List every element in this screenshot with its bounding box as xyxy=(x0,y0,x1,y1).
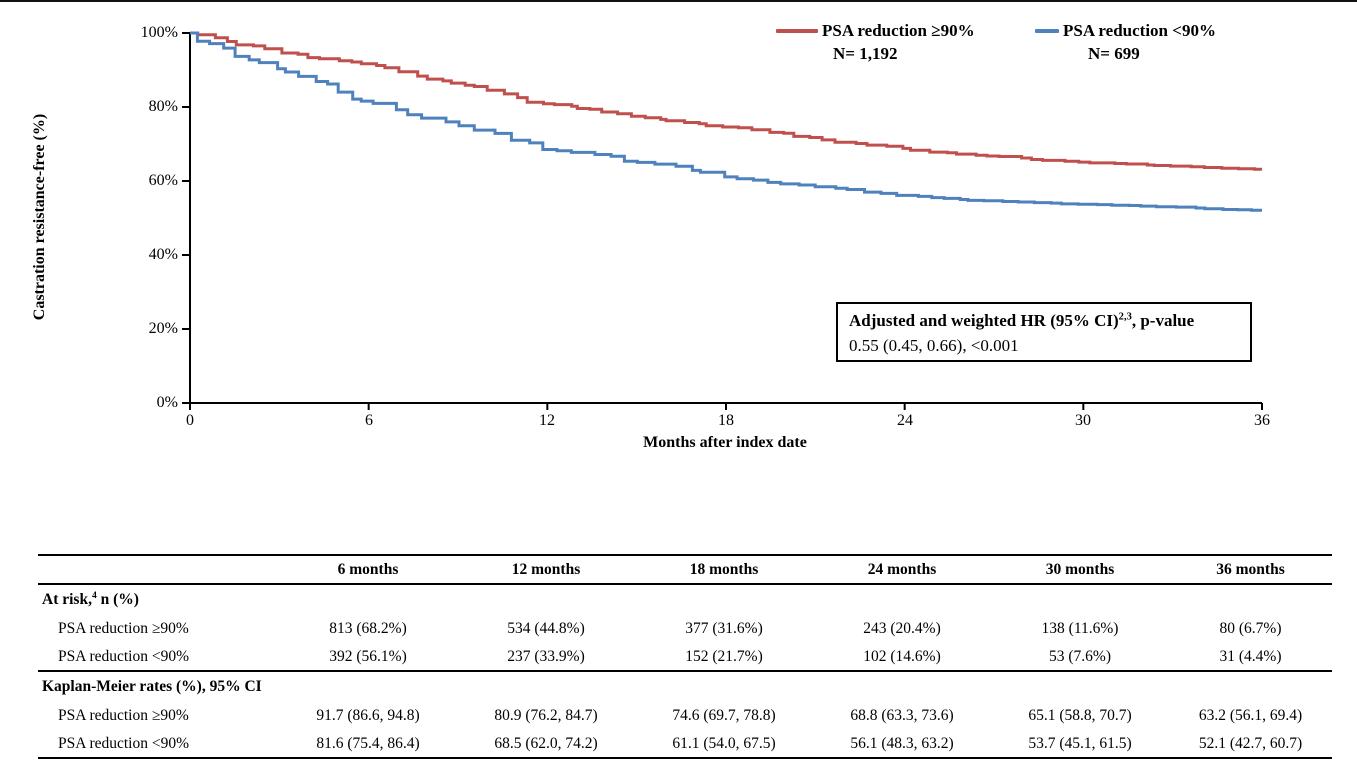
cell: 53 (7.6%) xyxy=(1049,647,1111,665)
cell: 53.7 (45.1, 61.5) xyxy=(1028,734,1132,752)
cell: 80 (6.7%) xyxy=(1219,619,1282,637)
x-tick-12: 12 xyxy=(539,412,555,429)
cell: 68.5 (62.0, 74.2) xyxy=(494,734,598,752)
cell: 534 (44.8%) xyxy=(507,619,585,637)
summary-table: 6 months 12 months 18 months 24 months 3… xyxy=(38,554,1332,759)
y-tick-20: 20% xyxy=(148,320,178,337)
table-row-km-ge90: PSA reduction ≥90% 91.7 (86.6, 94.8) 80.… xyxy=(38,701,1332,730)
cell: 52.1 (42.7, 60.7) xyxy=(1198,734,1303,752)
cell: 377 (31.6%) xyxy=(685,619,763,637)
legend-n-psa-ge90: N= 1,192 xyxy=(833,44,898,63)
y-tick-40: 40% xyxy=(148,246,178,263)
y-tick-100: 100% xyxy=(140,24,178,41)
legend-line-swatch-red xyxy=(776,29,818,33)
cell: 237 (33.9%) xyxy=(507,647,585,665)
km-curve-1 xyxy=(190,31,1262,212)
cell: 243 (20.4%) xyxy=(863,619,941,637)
section-header-at-risk: At risk,4 n (%) xyxy=(42,589,139,608)
col-header: 30 months xyxy=(1045,560,1115,578)
col-header: 18 months xyxy=(689,560,759,578)
section-header-km-rates: Kaplan-Meier rates (%), 95% CI xyxy=(42,677,262,695)
hr-annotation-box: Adjusted and weighted HR (95% CI)2,3, p-… xyxy=(836,302,1252,362)
x-tick-0: 0 xyxy=(186,412,194,429)
row-label: PSA reduction ≥90% xyxy=(58,619,189,637)
cell: 80.9 (76.2, 84.7) xyxy=(494,706,598,724)
cell: 63.2 (56.1, 69.4) xyxy=(1198,706,1303,724)
cell: 81.6 (75.4, 86.4) xyxy=(316,734,420,752)
y-tick-80: 80% xyxy=(148,98,178,115)
cell: 74.6 (69.7, 78.8) xyxy=(672,706,776,724)
y-tick-60: 60% xyxy=(148,172,178,189)
cell: 91.7 (86.6, 94.8) xyxy=(316,706,420,724)
hr-annotation-title: Adjusted and weighted HR (95% CI)2,3, p-… xyxy=(849,311,1195,330)
cell: 68.8 (63.3, 73.6) xyxy=(850,706,954,724)
cell: 56.1 (48.3, 63.2) xyxy=(850,734,954,752)
x-tick-18: 18 xyxy=(718,412,734,429)
row-label: PSA reduction <90% xyxy=(58,734,190,752)
table-header-row: 6 months 12 months 18 months 24 months 3… xyxy=(38,554,1332,585)
row-label: PSA reduction ≥90% xyxy=(58,706,189,724)
top-divider xyxy=(0,0,1357,2)
table-row-atrisk-ge90: PSA reduction ≥90% 813 (68.2%) 534 (44.8… xyxy=(38,614,1332,643)
cell: 392 (56.1%) xyxy=(329,647,407,665)
cell: 102 (14.6%) xyxy=(863,647,941,665)
cell: 138 (11.6%) xyxy=(1041,619,1119,637)
km-curve-0 xyxy=(190,31,1262,171)
x-tick-6: 6 xyxy=(365,412,373,429)
row-label: PSA reduction <90% xyxy=(58,647,190,665)
x-tick-36: 36 xyxy=(1254,412,1270,429)
cell: 65.1 (58.8, 70.7) xyxy=(1028,706,1132,724)
table-row-km-lt90: PSA reduction <90% 81.6 (75.4, 86.4) 68.… xyxy=(38,730,1332,759)
col-header: 24 months xyxy=(867,560,937,578)
legend-label-psa-lt90: PSA reduction <90% xyxy=(1063,21,1216,40)
x-tick-24: 24 xyxy=(897,412,913,429)
x-tick-30: 30 xyxy=(1075,412,1091,429)
cell: 61.1 (54.0, 67.5) xyxy=(672,734,776,752)
legend-line-swatch-blue xyxy=(1035,29,1059,33)
cell: 813 (68.2%) xyxy=(329,619,407,637)
col-header: 6 months xyxy=(337,560,399,578)
cell: 31 (4.4%) xyxy=(1219,647,1282,665)
legend-n-psa-lt90: N= 699 xyxy=(1088,44,1140,63)
col-header: 36 months xyxy=(1216,560,1285,578)
col-header: 12 months xyxy=(511,560,581,578)
km-plot xyxy=(182,31,1263,410)
y-axis-title: Castration resistance-free (%) xyxy=(31,113,48,321)
legend-label-psa-ge90: PSA reduction ≥90% xyxy=(822,21,975,40)
cell: 152 (21.7%) xyxy=(685,647,763,665)
table-row-atrisk-lt90: PSA reduction <90% 392 (56.1%) 237 (33.9… xyxy=(38,643,1332,672)
hr-annotation-value: 0.55 (0.45, 0.66), <0.001 xyxy=(849,336,1019,355)
x-axis-title: Months after index date xyxy=(643,434,807,451)
y-tick-0: 0% xyxy=(156,394,178,411)
